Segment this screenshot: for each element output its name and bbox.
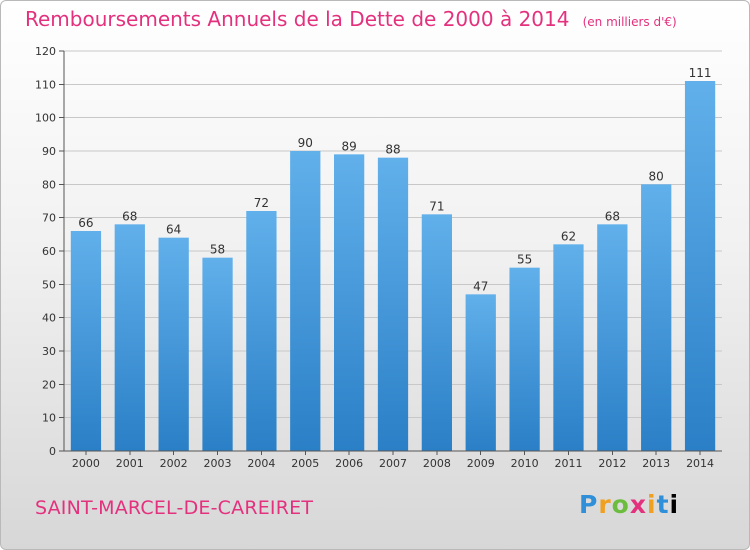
bar-2011 <box>553 244 584 451</box>
x-tick-label: 2007 <box>379 457 407 470</box>
x-tick-label: 2009 <box>467 457 495 470</box>
y-tick-label: 0 <box>49 445 56 458</box>
proxiti-logo: Proxiti <box>579 490 679 519</box>
y-tick-label: 90 <box>42 145 56 158</box>
x-tick-label: 2012 <box>598 457 626 470</box>
y-tick-label: 100 <box>35 112 56 125</box>
data-label: 72 <box>254 196 269 210</box>
bar-2004 <box>246 211 277 451</box>
x-tick-labels: 2000 2001 2002 2003 2004 2005 2006 2007 2008 2009… <box>72 457 714 470</box>
data-label: 62 <box>561 229 576 243</box>
data-label: 66 <box>78 216 93 230</box>
logo-letter: i <box>647 490 657 519</box>
y-tick-label: 10 <box>42 412 56 425</box>
logo-letter: P <box>579 490 599 519</box>
chart-title-block: Remboursements Annuels de la Dette de 20… <box>25 7 677 31</box>
bar-2013 <box>641 184 672 452</box>
y-tick-label: 60 <box>42 245 56 258</box>
y-tick-label: 30 <box>42 345 56 358</box>
data-label: 90 <box>298 136 313 150</box>
x-tick-label: 2005 <box>291 457 319 470</box>
bar-2000 <box>70 231 102 451</box>
bar-2002 <box>158 237 189 451</box>
chart-title: Remboursements Annuels de la Dette de 20… <box>25 7 570 31</box>
data-label: 55 <box>517 253 532 267</box>
x-tick-label: 2008 <box>423 457 451 470</box>
bar-2008 <box>421 214 453 451</box>
data-label: 58 <box>210 243 225 257</box>
x-tick-label: 2002 <box>160 457 188 470</box>
data-label: 68 <box>122 209 137 223</box>
x-tick-label: 2000 <box>72 457 100 470</box>
y-tick-label: 40 <box>42 312 56 325</box>
data-label: 71 <box>429 199 444 213</box>
axes <box>63 51 722 452</box>
data-label: 80 <box>649 169 664 183</box>
x-tick-label: 2011 <box>554 457 582 470</box>
y-tick-label: 80 <box>42 178 56 191</box>
bar-2012 <box>597 224 628 451</box>
logo-letter: t <box>656 490 670 519</box>
bar-2001 <box>114 224 145 451</box>
y-tick-label: 120 <box>35 45 56 58</box>
x-tick-label: 2010 <box>511 457 539 470</box>
data-label: 64 <box>166 223 181 237</box>
x-tick-label: 2013 <box>642 457 670 470</box>
x-tick-label: 2001 <box>116 457 144 470</box>
bar-2010 <box>509 267 540 451</box>
data-label: 111 <box>689 66 712 80</box>
x-tick-label: 2003 <box>204 457 232 470</box>
bar-2014 <box>684 81 716 451</box>
x-tick-label: 2014 <box>686 457 714 470</box>
logo-letter: r <box>598 490 612 519</box>
data-label: 88 <box>385 143 400 157</box>
y-tick-labels: 0 10 20 30 40 50 60 70 80 90 100 110 120 <box>35 45 56 458</box>
logo-letter: o <box>611 490 630 519</box>
bar-2007 <box>377 157 409 451</box>
bar-2009 <box>465 294 496 451</box>
x-tick-label: 2004 <box>247 457 275 470</box>
logo-letter: i <box>669 490 680 519</box>
logo-letter: x <box>629 490 647 519</box>
bars <box>70 81 716 455</box>
data-label: 68 <box>605 209 620 223</box>
data-label: 89 <box>341 139 356 153</box>
chart-unit: (en milliers d'€) <box>582 15 677 29</box>
y-tick-label: 20 <box>42 378 56 391</box>
commune-name: SAINT-MARCEL-DE-CAREIRET <box>35 497 314 519</box>
bar-2005 <box>290 151 321 451</box>
bar-2006 <box>333 154 365 452</box>
bar-2003 <box>202 257 233 451</box>
y-tick-label: 70 <box>42 212 56 225</box>
x-tick-label: 2006 <box>335 457 363 470</box>
y-tick-label: 110 <box>35 78 56 91</box>
data-labels: 66 68 64 58 72 90 89 88 71 47 55 62 68 80 111 <box>78 66 711 293</box>
y-tick-label: 50 <box>42 278 56 291</box>
data-label: 47 <box>473 279 488 293</box>
